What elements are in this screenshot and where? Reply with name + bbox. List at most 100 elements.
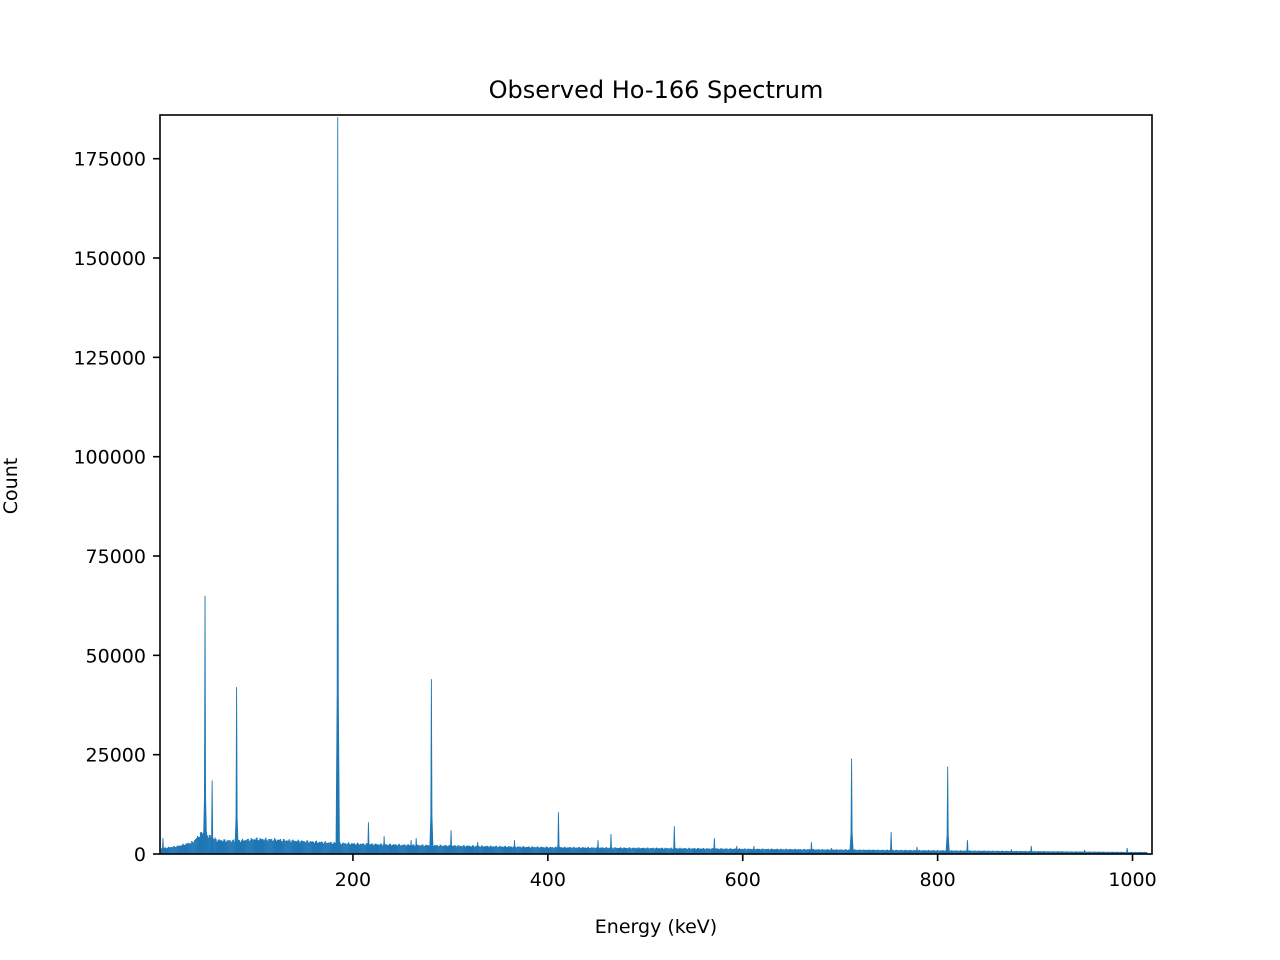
spectrum-bin: [560, 847, 562, 854]
spectrum-bin: [351, 843, 354, 854]
spectrum-bin: [624, 847, 626, 854]
spectrum-bin: [352, 843, 355, 854]
spectrum-bin: [552, 847, 554, 854]
spectrum-bin: [160, 848, 163, 854]
spectrum-bin: [227, 839, 229, 854]
spectrum-bin: [498, 846, 500, 854]
spectrum-bin: [1065, 851, 1067, 854]
spectrum-bin: [760, 849, 762, 854]
spectrum-peak: [1029, 846, 1034, 854]
spectrum-bin: [820, 849, 822, 854]
x-tick-label: 200: [335, 869, 371, 891]
spectrum-bin: [325, 842, 327, 854]
spectrum-bin: [253, 839, 255, 854]
spectrum-bin: [807, 849, 809, 854]
spectrum-bin: [1129, 851, 1131, 854]
spectrum-bin: [633, 847, 635, 854]
spectrum-bin: [321, 841, 323, 854]
spectrum-bin: [173, 845, 175, 854]
spectrum-bin: [507, 846, 510, 854]
spectrum-bin: [941, 850, 943, 854]
spectrum-bin: [696, 848, 699, 854]
spectrum-bin: [521, 847, 523, 854]
spectrum-bin: [979, 850, 981, 854]
spectrum-bin: [460, 845, 462, 854]
spectrum-bin: [1121, 851, 1123, 854]
spectrum-bin: [288, 839, 290, 854]
spectrum-bin: [836, 849, 838, 854]
spectrum-bin: [1037, 851, 1040, 854]
spectrum-bin: [1037, 851, 1039, 854]
spectrum-bin: [769, 849, 771, 854]
spectrum-bin: [663, 848, 665, 854]
spectrum-bin: [334, 842, 336, 854]
spectrum-bin: [1070, 851, 1072, 854]
spectrum-bin: [531, 846, 533, 854]
spectrum-bin: [358, 844, 360, 854]
spectrum-bin: [871, 849, 873, 854]
spectrum-bin: [1014, 851, 1016, 854]
spectrum-bin: [1085, 851, 1087, 854]
spectrum-bin: [171, 847, 173, 854]
spectrum-bin: [732, 848, 735, 854]
spectrum-bin: [251, 839, 253, 854]
spectrum-bin: [298, 840, 300, 854]
spectrum-bin: [417, 845, 419, 854]
spectrum-bin: [405, 845, 407, 854]
spectrum-peak: [448, 830, 454, 854]
spectrum-bin: [676, 848, 678, 854]
spectrum-bin: [679, 847, 681, 854]
spectrum-peak: [945, 766, 950, 854]
spectrum-bin: [886, 849, 889, 854]
spectrum-bin: [370, 844, 372, 854]
chart-title: Observed Ho-166 Spectrum: [489, 76, 824, 104]
spectrum-bin: [805, 849, 807, 854]
spectrum-bin: [578, 847, 580, 854]
spectrum-bin: [879, 850, 881, 854]
spectrum-bin: [833, 849, 835, 854]
spectrum-bin: [697, 848, 700, 854]
spectrum-bin: [835, 849, 837, 854]
spectrum-bin: [233, 839, 235, 854]
spectrum-bin: [372, 844, 374, 854]
spectrum-bin: [1078, 851, 1081, 854]
spectrum-bin: [483, 846, 485, 854]
spectrum-bin: [640, 848, 642, 854]
spectrum-bin: [953, 850, 955, 854]
spectrum-bin: [456, 846, 458, 854]
spectrum-bin: [925, 850, 928, 854]
spectrum-bin: [250, 838, 252, 854]
spectrum-bin: [785, 848, 787, 854]
spectrum-bin: [870, 850, 872, 854]
spectrum-peak: [888, 832, 894, 854]
spectrum-bin: [974, 850, 976, 854]
spectrum-bin: [973, 850, 975, 854]
spectrum-bin: [618, 847, 621, 854]
spectrum-bin: [583, 847, 586, 854]
spectrum-bin: [927, 849, 930, 854]
spectrum-bin: [935, 850, 937, 854]
spectrum-bin: [427, 845, 430, 854]
spectrum-bin: [913, 849, 915, 854]
spectrum-bin: [817, 849, 819, 854]
spectrum-bin: [441, 846, 443, 854]
spectrum-bin: [1082, 851, 1084, 854]
spectrum-bin: [290, 842, 292, 854]
spectrum-bin: [226, 840, 228, 854]
spectrum-bin: [649, 848, 651, 854]
spectrum-bin: [856, 849, 858, 854]
spectrum-peak: [160, 838, 166, 854]
spectrum-bin: [356, 842, 359, 854]
spectrum-bin: [938, 850, 940, 854]
spectrum-bin: [201, 833, 204, 854]
spectrum-bin: [169, 847, 171, 854]
spectrum-bin: [822, 849, 824, 854]
spectrum-bin: [561, 847, 563, 854]
spectrum-bin: [975, 850, 977, 854]
spectrum-bin: [1046, 851, 1048, 854]
spectrum-bin: [481, 845, 483, 854]
spectrum-bin: [297, 839, 299, 854]
spectrum-bin: [504, 845, 507, 854]
spectrum-bin: [307, 840, 309, 854]
